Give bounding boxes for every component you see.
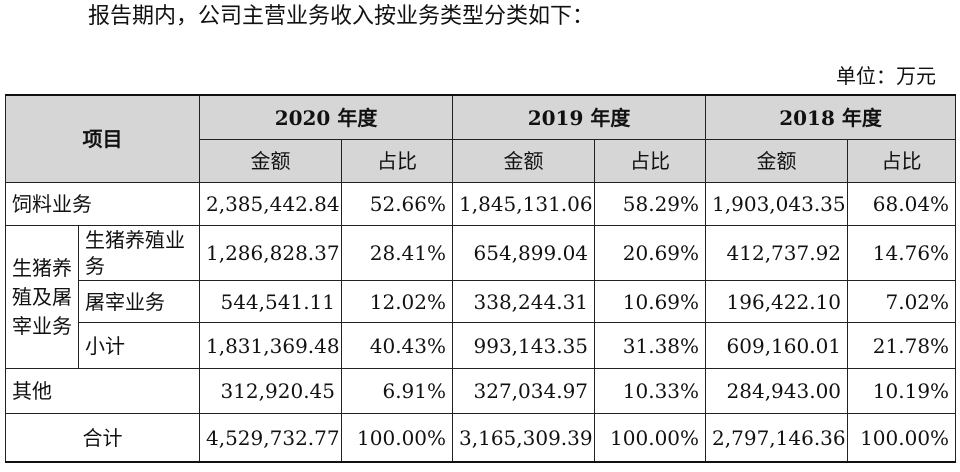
ratio-cell: 6.91% [340,368,454,414]
ratio-cell: 10.33% [594,368,707,414]
ratio-header: 占比 [847,139,957,183]
row-label: 其他 [5,368,200,414]
table-row: 饲料业务 2,385,442.84 52.66% 1,845,131.06 58… [5,182,957,226]
amount-cell: 1,286,828.37 [199,225,342,281]
ratio-cell: 14.76% [847,225,957,281]
total-ratio-cell: 100.00% [847,413,957,463]
header-row-columns: 金额 占比 金额 占比 金额 占比 [6,139,957,183]
table-row: 其他 312,920.45 6.91% 327,034.97 10.33% 28… [5,368,957,414]
year-header-2020: 2020 年度 [198,94,454,140]
table-row: 小计 1,831,369.48 40.43% 993,143.35 31.38%… [6,322,957,369]
ratio-cell: 10.19% [847,368,957,414]
amount-cell: 993,143.35 [452,322,596,369]
amount-cell: 196,422.10 [705,280,849,323]
amount-cell: 338,244.31 [452,280,596,323]
amount-cell: 312,920.45 [199,368,342,414]
year-header-2018: 2018 年度 [705,94,957,140]
amount-cell: 1,903,043.35 [705,182,849,226]
ratio-cell: 58.29% [594,182,707,226]
total-amount-cell: 2,797,146.36 [705,413,849,463]
ratio-cell: 40.43% [340,322,454,369]
ratio-cell: 7.02% [847,280,957,323]
table-row: 屠宰业务 544,541.11 12.02% 338,244.31 10.69%… [6,280,957,323]
amount-cell: 654,899.04 [452,225,596,281]
amount-cell: 1,831,369.48 [199,322,342,369]
amount-cell: 609,160.01 [705,322,849,369]
header-row-years: 项目 2020 年度 2019 年度 2018 年度 [5,94,957,183]
group-label: 生猪养殖及屠宰业务 [5,225,79,369]
amount-cell: 412,737.92 [705,225,849,281]
unit-label: 单位：万元 [836,64,936,88]
ratio-cell: 21.78% [847,322,957,369]
revenue-by-business-table: 项目 2020 年度 2019 年度 2018 年度 金额 占比 金额 占比 金… [5,94,957,463]
row-label: 生猪养殖业务 [78,225,200,281]
item-header: 项目 [5,94,200,183]
ratio-cell: 20.69% [594,225,707,281]
amount-cell: 2,385,442.84 [199,182,342,226]
amount-cell: 1,845,131.06 [452,182,596,226]
total-ratio-cell: 100.00% [340,413,454,463]
ratio-cell: 28.41% [340,225,454,281]
ratio-cell: 31.38% [594,322,707,369]
total-row: 合计 4,529,732.77 100.00% 3,165,309.39 100… [5,413,957,463]
row-label: 小计 [78,322,200,369]
intro-text: 报告期内，公司主营业务收入按业务类型分类如下： [88,4,595,29]
amount-cell: 284,943.00 [705,368,849,414]
year-header-2019: 2019 年度 [452,94,707,140]
amount-cell: 327,034.97 [452,368,596,414]
total-ratio-cell: 100.00% [594,413,707,463]
total-amount-cell: 4,529,732.77 [199,413,342,463]
ratio-cell: 52.66% [340,182,454,226]
table-row: 生猪养殖及屠宰业务 生猪养殖业务 1,286,828.37 28.41% 654… [5,225,957,369]
amount-header: 金额 [705,139,849,183]
ratio-cell: 68.04% [847,182,957,226]
total-label: 合计 [5,413,200,463]
ratio-header: 占比 [594,139,707,183]
row-label: 屠宰业务 [78,280,200,323]
amount-header: 金额 [452,139,596,183]
row-label: 饲料业务 [5,182,200,226]
ratio-cell: 10.69% [594,280,707,323]
total-amount-cell: 3,165,309.39 [452,413,596,463]
amount-cell: 544,541.11 [199,280,342,323]
ratio-cell: 12.02% [340,280,454,323]
ratio-header: 占比 [340,139,454,183]
amount-header: 金额 [199,139,342,183]
